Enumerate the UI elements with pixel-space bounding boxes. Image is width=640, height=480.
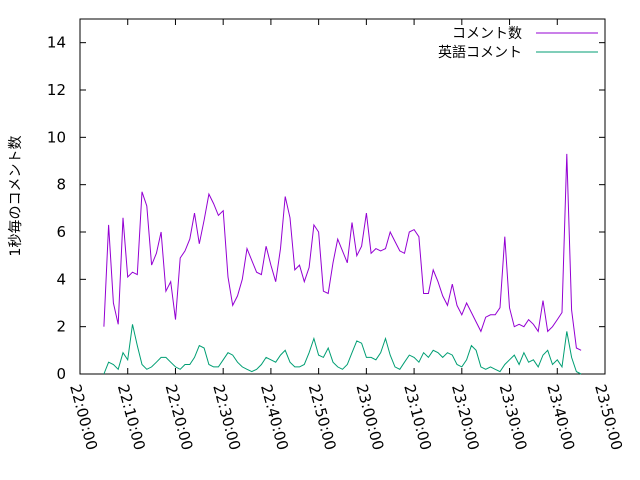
y-tick-label: 12 [47,81,66,99]
y-tick-label: 0 [56,365,66,383]
y-tick-label: 2 [56,318,66,336]
series-line-2 [103,324,582,375]
y-axis-ticks: 0 2 4 6 8 10 12 14 [47,34,605,383]
plot-frame [79,18,606,375]
plot-border [79,18,606,375]
y-tick-label: 10 [47,128,66,146]
y-tick-label: 14 [47,34,66,52]
series-line-1 [103,153,582,351]
legend-label-1: コメント数 [452,26,522,42]
series-lines [103,153,582,375]
y-axis-label: 1秒毎のコメント数 [8,136,24,257]
y-tick-label: 4 [56,270,66,288]
y-tick-label: 8 [56,176,66,194]
y-tick-label: 6 [56,223,66,241]
legend-label-2: 英語コメント [438,44,522,61]
